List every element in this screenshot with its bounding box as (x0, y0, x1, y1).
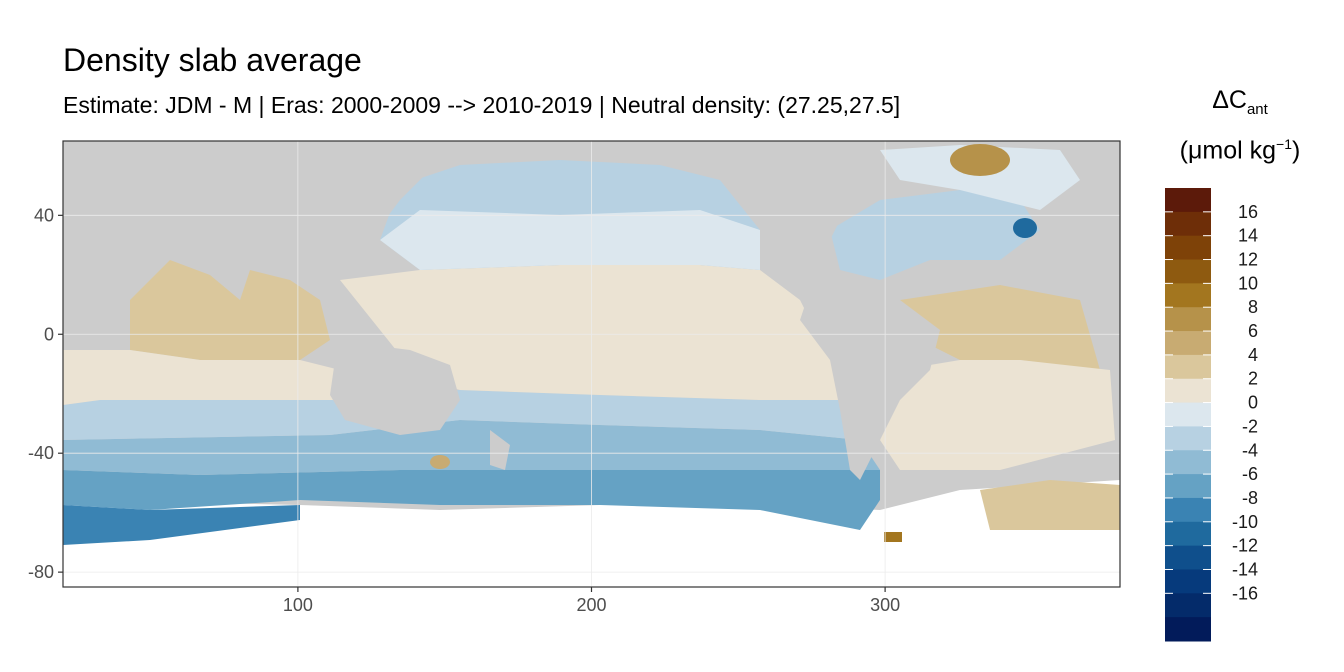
legend-label: -12 (1232, 536, 1258, 556)
legend-swatch (1165, 259, 1211, 284)
x-tick-label: 100 (283, 595, 313, 615)
legend-swatch (1165, 331, 1211, 356)
legend-label: 0 (1248, 393, 1258, 413)
legend-swatch (1165, 569, 1211, 594)
plot-panel (63, 141, 1120, 587)
legend-swatch (1165, 354, 1211, 380)
ocean-south-atlantic (900, 285, 1100, 370)
land-africa (1000, 240, 1120, 300)
legend-swatch (1165, 211, 1211, 237)
legend-swatch (1165, 617, 1211, 642)
y-tick-label: -80 (28, 562, 54, 582)
legend-swatch (1165, 450, 1211, 475)
land-north-america (720, 141, 880, 280)
legend-label: 12 (1238, 250, 1258, 270)
ocean-southern-band (63, 470, 880, 530)
legend-label: -4 (1242, 440, 1258, 460)
legend-label: -6 (1242, 464, 1258, 484)
subpolar-north-atlantic-patch (950, 144, 1010, 176)
legend-label: -14 (1232, 559, 1258, 579)
ocean-southern-band-dark (63, 505, 300, 545)
land-south-america (800, 280, 940, 480)
legend-swatch (1165, 545, 1211, 570)
ocean-southern-light (63, 390, 860, 440)
land-australia (330, 345, 460, 435)
legend-swatch (1165, 593, 1211, 618)
weddell-patch (884, 532, 902, 542)
chart-subtitle: Estimate: JDM - M | Eras: 2000-2009 --> … (63, 92, 901, 118)
legend-label: 10 (1238, 273, 1258, 293)
legend-swatch (1165, 497, 1211, 523)
legend-label: 4 (1248, 345, 1258, 365)
chart-title: Density slab average (63, 42, 362, 78)
ocean-indian (130, 260, 330, 360)
legend-title-line2: (μmol kg−1) (1179, 136, 1301, 165)
y-tick-label: 0 (44, 324, 54, 344)
y-tick-label: -40 (28, 443, 54, 463)
grid-lines (63, 141, 1120, 587)
legend-swatch (1165, 188, 1211, 213)
legend-swatch (1165, 402, 1211, 427)
ocean-north-atlantic (830, 190, 1040, 280)
legend-swatch (1165, 283, 1211, 308)
tasman-patch (430, 455, 450, 469)
legend-swatch (1165, 307, 1211, 332)
land-asia (63, 141, 430, 280)
legend: 16 14 12 10 8 6 4 2 0 -2 -4 -6 -8 -10 -12 -14 -16 (1165, 188, 1258, 642)
legend-label: -16 (1232, 583, 1258, 603)
legend-title-line1: ΔCant (1212, 86, 1268, 118)
legend-swatch (1165, 378, 1211, 404)
ocean-southern-subpolar (63, 420, 880, 475)
legend-label: -8 (1242, 488, 1258, 508)
legend-label: -2 (1242, 416, 1258, 436)
iberian-margin-patch (1013, 218, 1037, 238)
legend-label: 2 (1248, 369, 1258, 389)
land-new-zealand (490, 430, 510, 470)
ocean-indian-south (63, 350, 340, 405)
legend-swatch (1165, 521, 1211, 547)
ocean-tropics-beige (340, 265, 860, 400)
legend-swatch (1165, 235, 1211, 261)
y-tick-label: 40 (34, 205, 54, 225)
x-tick-label: 200 (576, 595, 606, 615)
legend-label: -10 (1232, 512, 1258, 532)
legend-swatch (1165, 426, 1211, 451)
legend-label: 16 (1238, 202, 1258, 222)
legend-label: 8 (1248, 297, 1258, 317)
legend-label: 14 (1238, 226, 1258, 246)
legend-label: 6 (1248, 321, 1258, 341)
ocean-south-atlantic-east (980, 480, 1120, 530)
ocean-north-atlantic-light (880, 145, 1080, 210)
legend-swatch (1165, 474, 1211, 499)
x-tick-label: 300 (870, 595, 900, 615)
ocean-north-pacific-light (380, 210, 760, 270)
ocean-south-atlantic-lower (880, 360, 1115, 470)
